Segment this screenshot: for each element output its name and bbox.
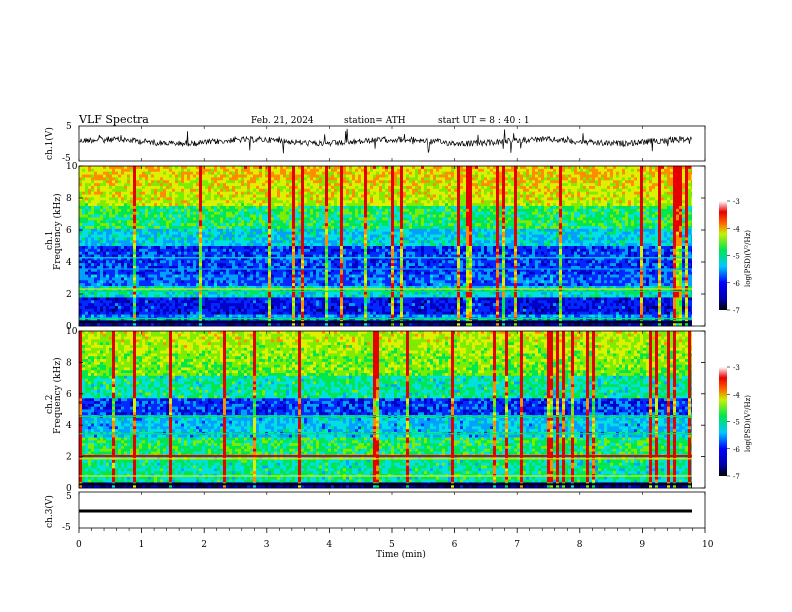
colorbar-tick-label: -5: [733, 253, 740, 261]
ytick-label: 4: [66, 421, 72, 431]
xtick-label: 9: [639, 540, 645, 550]
colorbar-tick-label: -7: [733, 307, 740, 315]
time-axis: 0 1 2 3 4 5 6 7 8 9 10: [76, 126, 714, 550]
ytick-label: 10: [66, 327, 78, 337]
ytick-label: 2: [66, 290, 72, 300]
ytick-label: 2: [66, 453, 72, 463]
ch2-spectrogram-ylabel: Frequency (kHz): [52, 357, 63, 434]
ytick-label: 8: [66, 194, 72, 204]
ch2-colorbar-ticks: -3 -4 -5 -6 -7: [727, 364, 740, 481]
date-label: Feb. 21, 2024: [251, 116, 314, 126]
ch1-ytick-top: 5: [66, 122, 72, 132]
ch1-spectrogram-yticks: 10 8 6 4 2 0: [66, 162, 705, 332]
ch1-ytick-bottom: -5: [62, 154, 71, 164]
ytick-label: 10: [66, 162, 78, 172]
xtick-label: 7: [514, 540, 520, 550]
time-axis-label: Time (min): [376, 549, 426, 560]
ch2-spectrogram-yticks: 10 8 6 4 2 0: [66, 327, 705, 494]
xtick-label: 4: [326, 540, 332, 550]
ch2-spectrogram-panel: 10 8 6 4 2 0 ch.2 Frequency (kHz) -3 -4 -5 -6 -7 …: [45, 327, 752, 494]
ch2-spectrogram-channel-label: ch.2: [45, 395, 55, 414]
xtick-label: 1: [139, 540, 145, 550]
ch1-colorbar-ticks: -3 -4 -5 -6 -7: [727, 198, 740, 315]
ch3-ylabel: ch.3(V): [44, 495, 55, 528]
colorbar-tick-label: -6: [733, 280, 740, 288]
ch1-colorbar-gradient: [719, 201, 727, 310]
ch3-ytick-top: 5: [66, 492, 72, 502]
ch1-colorbar-label: log(PSD)(V²/Hz): [744, 230, 752, 287]
colorbar-tick-label: -4: [733, 391, 740, 399]
xtick-label: 2: [201, 540, 207, 550]
start-time-label: start UT = 8 : 40 : 1: [438, 116, 530, 126]
ch2-colorbar-label: log(PSD)(V²/Hz): [744, 395, 752, 452]
ch1-spectrogram-ylabel: Frequency (kHz): [52, 193, 63, 270]
ch2-spectrogram-image: [79, 331, 705, 489]
ch3-waveform-panel: 5 -5 ch.3(V): [44, 491, 706, 533]
xtick-label: 8: [577, 540, 583, 550]
ytick-label: 6: [66, 226, 72, 236]
station-label: station= ATH: [344, 116, 406, 126]
ytick-label: 0: [66, 484, 72, 494]
ch1-spectrogram-panel: 10 8 6 4 2 0 ch.1 Frequency (kHz) -3 -4 -5 -6 -7 …: [45, 162, 752, 332]
xtick-label: 5: [389, 540, 395, 550]
xtick-label: 6: [452, 540, 458, 550]
colorbar-tick-label: -4: [733, 225, 740, 233]
ch1-ylabel: ch.1(V): [44, 127, 55, 160]
colorbar-tick-label: -6: [733, 446, 740, 454]
colorbar-tick-label: -3: [733, 198, 740, 206]
xtick-label: 10: [702, 540, 714, 550]
ytick-label: 4: [66, 258, 72, 268]
ch1-waveform-panel: 5 -5 ch.1(V): [44, 122, 706, 164]
ch3-ytick-bottom: -5: [62, 523, 71, 533]
ch1-spectrogram-image: [79, 166, 705, 327]
ch1-waveform-trace: [78, 128, 692, 154]
ytick-label: 8: [66, 358, 72, 368]
ch1-spectrogram-channel-label: ch.1: [45, 231, 55, 250]
ch1-colorbar: -3 -4 -5 -6 -7 log(PSD)(V²/Hz): [719, 198, 752, 315]
xtick-label: 0: [76, 540, 82, 550]
xtick-label: 3: [264, 540, 270, 550]
figure-title: VLF Spectra: [78, 113, 149, 126]
ch2-colorbar: -3 -4 -5 -6 -7 log(PSD)(V²/Hz): [719, 364, 752, 481]
colorbar-tick-label: -5: [733, 419, 740, 427]
ch2-colorbar-gradient: [719, 367, 727, 476]
colorbar-tick-label: -3: [733, 364, 740, 372]
ytick-label: 6: [66, 390, 72, 400]
ytick-label: 0: [66, 322, 72, 332]
colorbar-tick-label: -7: [733, 473, 740, 481]
